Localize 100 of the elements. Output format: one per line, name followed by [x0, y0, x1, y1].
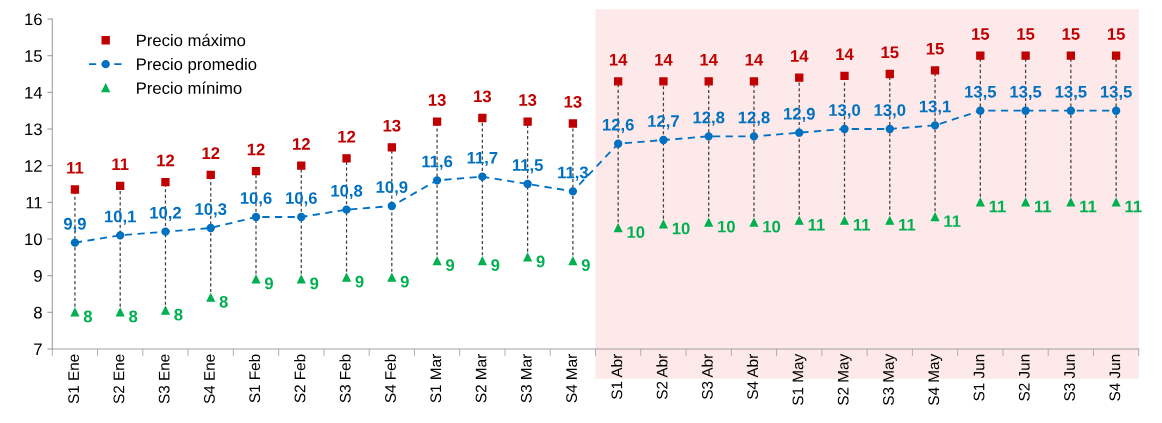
point: [387, 201, 396, 211]
legend-label: Precio promedio: [137, 57, 257, 74]
y-tick-label: 12: [25, 160, 42, 172]
data-label: 12: [338, 130, 356, 143]
x-tick-label: S4 Feb: [384, 354, 396, 403]
data-label: 13,5: [1055, 85, 1087, 101]
point: [1021, 198, 1030, 207]
point: [1021, 106, 1030, 115]
data-label: 8: [83, 310, 93, 323]
point: [251, 212, 261, 222]
data-label: 9: [310, 277, 319, 290]
data-label: 14: [745, 53, 764, 66]
data-label: 13,0: [874, 104, 906, 119]
data-label: 13: [519, 94, 537, 106]
x-tick-label: S3 Feb: [339, 354, 351, 403]
x-tick-label: S3 Abr: [701, 354, 713, 400]
point: [795, 216, 804, 225]
data-label: 9: [400, 275, 409, 288]
x-tick-label: S4 Ene: [204, 354, 215, 404]
data-label: 10,2: [150, 206, 182, 222]
data-label: 11: [1125, 200, 1142, 213]
point: [297, 212, 306, 222]
point: [930, 66, 940, 75]
data-label: 12,8: [693, 111, 725, 126]
data-label: 11,3: [558, 166, 589, 181]
x-tick-label: S2 Abr: [656, 354, 668, 400]
data-label: 13,1: [919, 100, 951, 115]
point: [478, 172, 487, 181]
point: [478, 113, 487, 123]
y-tick-label: 11: [26, 196, 42, 209]
x-tick-label: S1 Mar: [430, 354, 442, 403]
data-label: 10,1: [105, 210, 136, 225]
data-label: 10: [718, 220, 735, 233]
data-label: 15: [1062, 28, 1080, 40]
data-label: 12: [202, 147, 220, 159]
y-tick-label: 8: [34, 306, 42, 319]
data-label: 14: [655, 53, 673, 66]
point: [70, 185, 80, 194]
point: [342, 273, 351, 282]
point: [976, 51, 985, 60]
point: [116, 308, 125, 317]
point: [613, 139, 623, 148]
point: [613, 77, 623, 86]
point: [206, 223, 215, 233]
point: [976, 198, 985, 207]
x-tick-label: S3 Jun: [1064, 354, 1075, 401]
point: [568, 256, 578, 266]
data-label: 11: [67, 162, 84, 174]
data-label: 14: [609, 53, 628, 66]
point: [523, 253, 532, 262]
point: [659, 135, 668, 145]
x-tick-label: S2 May: [837, 353, 852, 405]
data-label: 10,9: [376, 181, 408, 196]
point: [704, 218, 713, 227]
point: [523, 117, 532, 126]
data-label: 12: [293, 138, 310, 150]
data-label: 13: [428, 94, 446, 106]
point: [704, 77, 713, 86]
point: [1111, 198, 1121, 207]
legend-label: Precio máximo: [137, 33, 246, 47]
data-label: 13,5: [1100, 85, 1132, 101]
y-tick-label: 15: [25, 50, 42, 62]
data-label: 15: [881, 46, 899, 59]
x-tick-label: S4 Jun: [1109, 354, 1121, 401]
point: [387, 273, 396, 282]
point: [885, 124, 894, 134]
y-tick-label: 10: [25, 233, 42, 246]
data-label: 9: [445, 259, 455, 272]
data-label: 11: [944, 215, 961, 227]
data-label: 13: [383, 119, 401, 132]
point: [70, 308, 80, 317]
point: [161, 178, 170, 187]
point: [1066, 106, 1076, 115]
point: [568, 119, 578, 128]
point: [704, 132, 713, 141]
point: [432, 256, 442, 266]
point: [930, 121, 940, 130]
data-label: 8: [129, 310, 138, 323]
data-label: 12,6: [602, 118, 634, 134]
data-label: 12: [157, 154, 175, 167]
point: [206, 170, 215, 180]
data-label: 9: [491, 259, 500, 272]
data-label: 13,5: [1010, 85, 1042, 101]
point: [840, 216, 849, 225]
data-label: 13: [474, 90, 492, 103]
x-tick-label: S1 Ene: [68, 354, 80, 404]
data-label: 11: [899, 219, 916, 231]
point: [478, 256, 487, 266]
point: [251, 167, 261, 176]
data-label: 15: [1107, 28, 1125, 40]
data-label: 15: [1017, 28, 1035, 40]
point: [1111, 51, 1121, 60]
point: [613, 223, 623, 233]
data-label: 12,7: [648, 115, 679, 130]
data-label: 11,7: [467, 152, 498, 167]
x-tick-label: S3 May: [883, 353, 897, 405]
point: [749, 218, 759, 227]
data-label: 8: [219, 295, 228, 308]
data-label: 11: [1080, 200, 1097, 213]
data-label: 10,6: [286, 192, 317, 207]
